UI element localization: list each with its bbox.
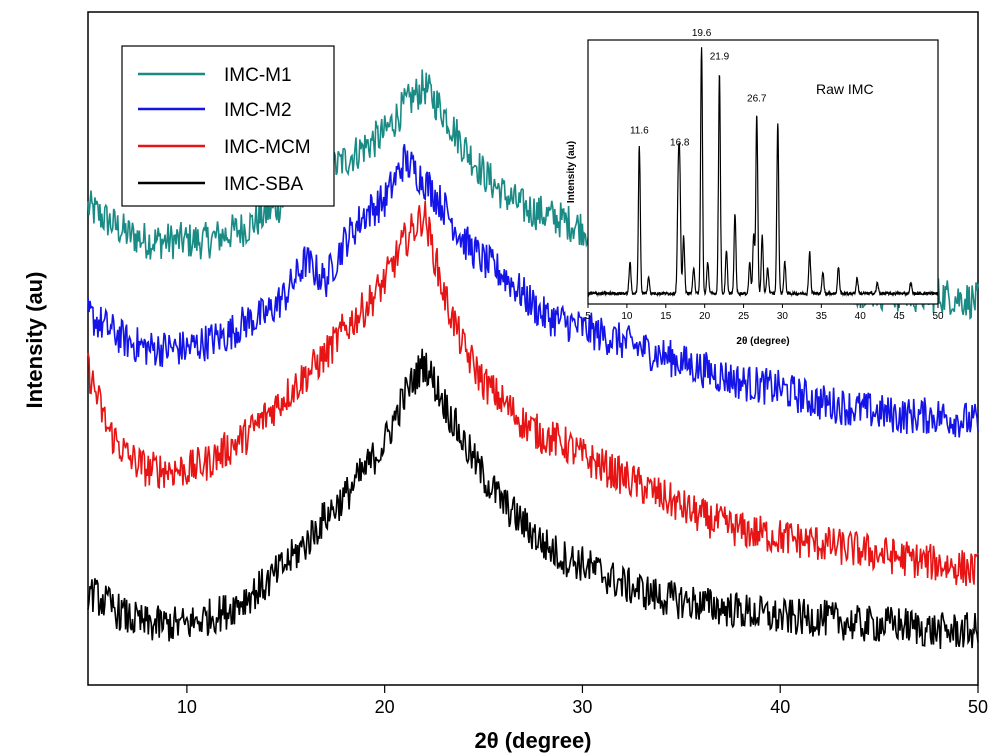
main-plot-frame [87,11,979,686]
inset-x-tick-label: 20 [699,311,711,322]
legend-label-imc-mcm: IMC-MCM [224,137,311,158]
main-y-axis-label: Intensity (au) [22,272,47,409]
main-x-tick-label: 50 [968,697,988,717]
inset-x-tick-label: 50 [932,311,944,322]
inset-x-tick-label: 35 [816,311,828,322]
inset-series-group [587,47,939,298]
peak-label: 16.8 [670,138,690,149]
inset-y-axis-label: Intensity (au) [566,141,577,203]
legend-box [121,45,335,207]
main-x-axis: 10 20 30 40 50 [177,685,988,717]
inset-series-line [587,47,939,298]
legend-label-imc-m2: IMC-M2 [224,100,292,121]
inset-x-tick-label: 45 [894,311,906,322]
inset-title: Raw IMC [816,81,874,97]
series-line-imc-m2 [87,144,979,438]
legend-label-imc-m1: IMC-M1 [224,65,292,86]
inset-x-tick-label: 10 [621,311,633,322]
series-line-imc-sba [87,348,979,650]
main-x-tick-label: 40 [770,697,790,717]
main-x-axis-label: 2θ (degree) [474,728,591,753]
inset-x-axis: 5 10 15 20 25 30 35 40 45 50 [585,304,944,322]
peak-label: 11.6 [630,126,649,137]
main-x-tick-label: 30 [572,697,592,717]
inset-x-tick-label: 25 [738,311,750,322]
inset-x-axis-label: 2θ (degree) [736,336,789,347]
peak-label: 21.9 [710,52,730,63]
inset-x-tick-label: 30 [777,311,789,322]
main-x-tick-label: 20 [375,697,395,717]
main-x-tick-label: 10 [177,697,197,717]
peak-label: 26.7 [747,94,767,105]
inset-x-tick-label: 5 [585,311,591,322]
legend-label-imc-sba: IMC-SBA [224,174,304,195]
inset-x-tick-label: 40 [855,311,867,322]
peak-label: 19.6 [692,28,712,39]
legend: IMC-M1 IMC-M2 IMC-MCM IMC-SBA [121,45,335,207]
inset-chart: 5 10 15 20 25 30 35 40 45 50 11.6 16.8 19.6 21.9 26.7… [566,28,944,347]
series-line-imc-mcm [87,200,979,587]
inset-peak-labels: 11.6 16.8 19.6 21.9 26.7 [630,28,767,149]
inset-x-tick-label: 15 [660,311,672,322]
